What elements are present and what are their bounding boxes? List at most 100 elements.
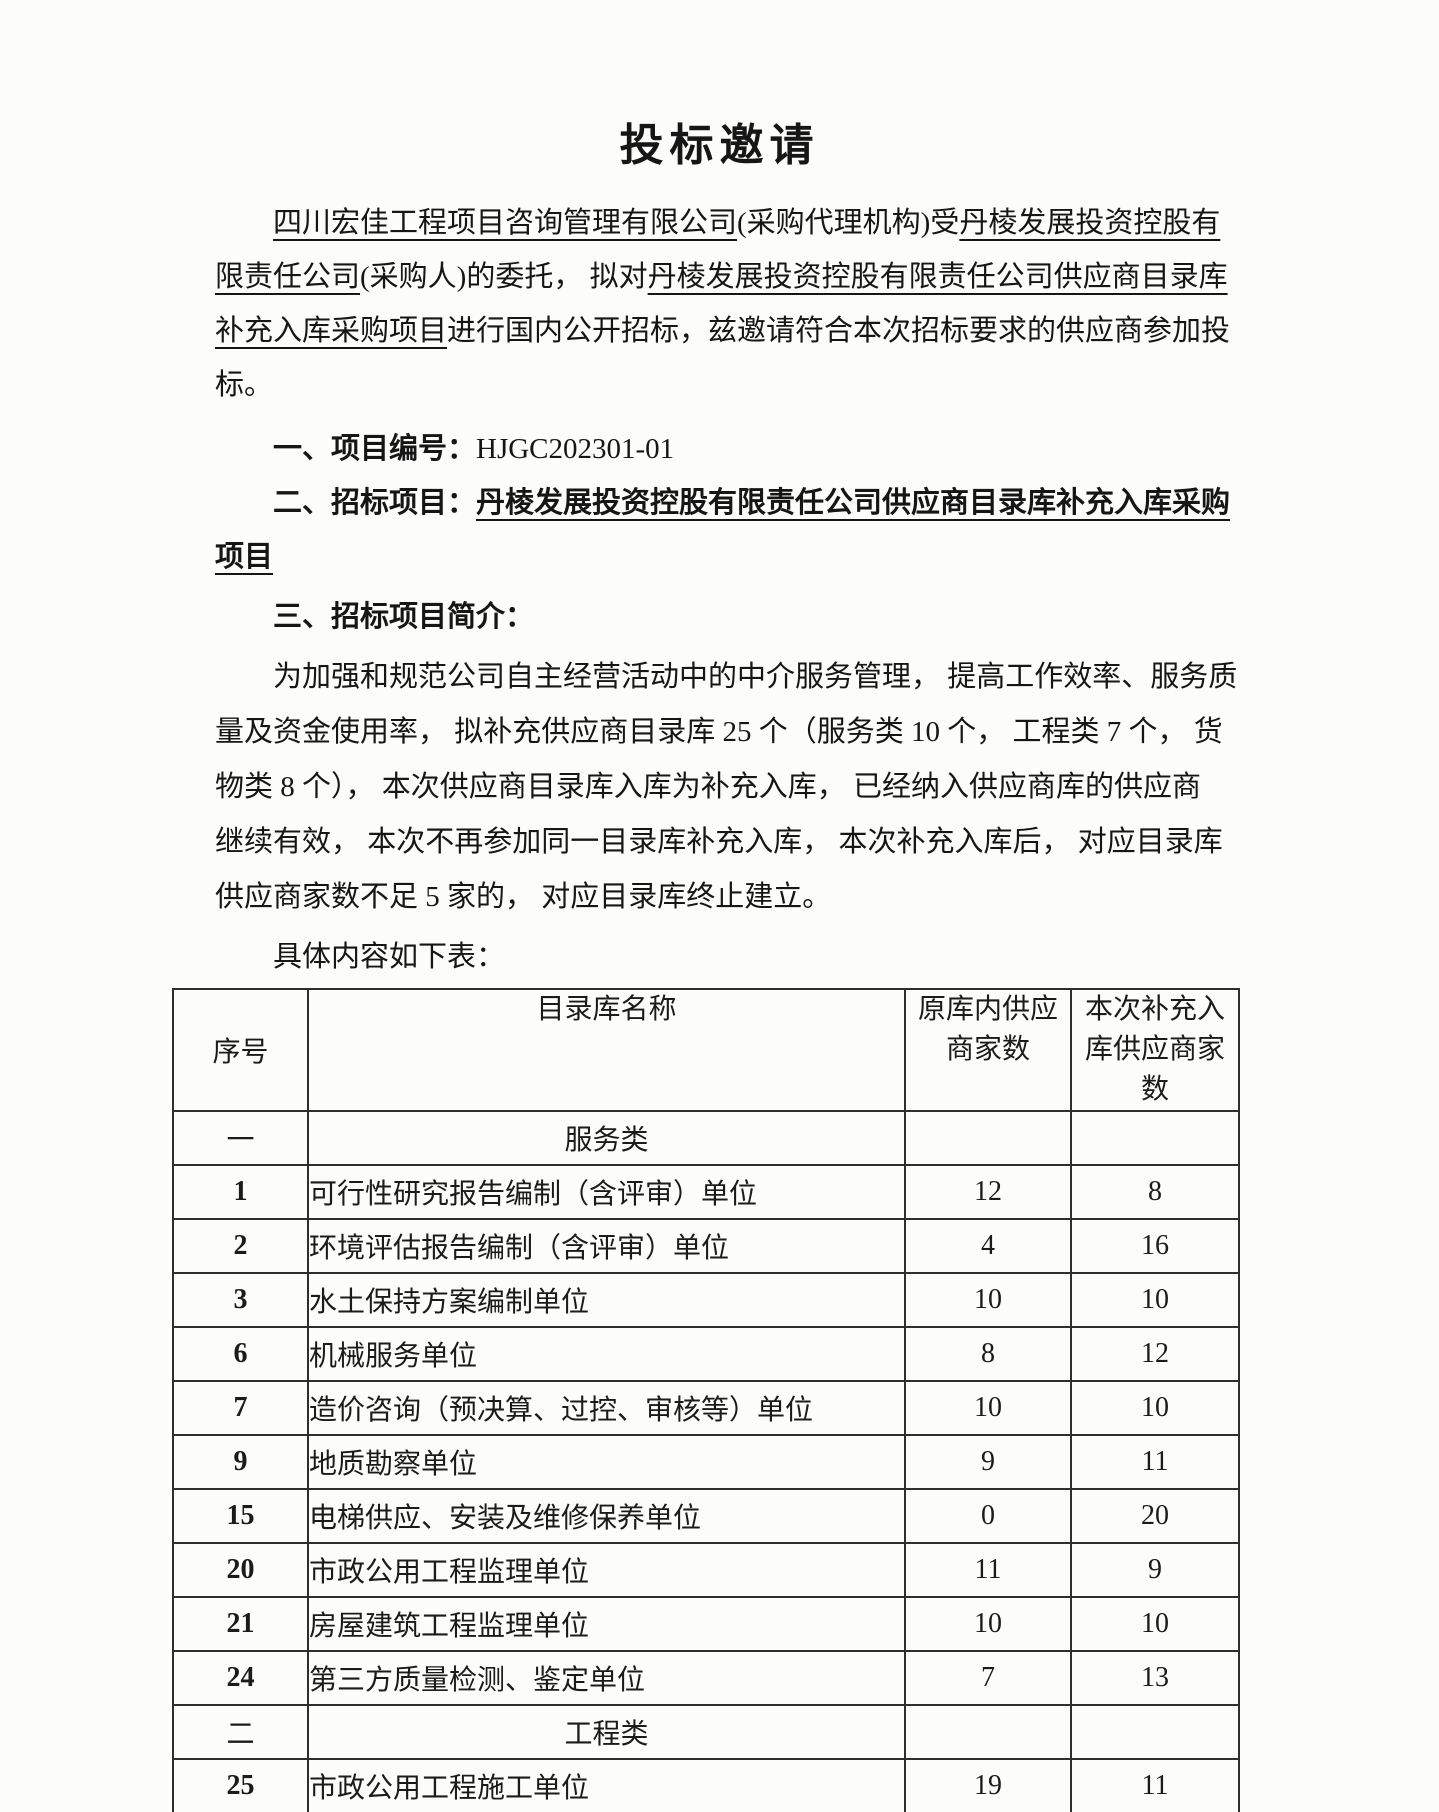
catalog-table: 序号 目录库名称 原库内供应商家数 本次补充入库供应商家数 一 服务类 1 可行…: [172, 988, 1240, 1812]
cell-original-count: [904, 1110, 1072, 1166]
plain-text: (采购代理机构)受: [737, 207, 960, 239]
plain-text: (采购人)的委托， 拟对: [360, 261, 648, 293]
category-row-services: 一 服务类: [172, 1110, 1240, 1166]
header-supplement-count: 本次补充入库供应商家数: [1070, 988, 1240, 1112]
cell-catalog-name: 市政公用工程监理单位: [307, 1542, 906, 1598]
table-row: 25 市政公用工程施工单位 19 11: [172, 1758, 1240, 1812]
cell-supplement-count: 10: [1070, 1380, 1240, 1436]
category-row-engineering: 二 工程类: [172, 1704, 1240, 1760]
table-row: 21 房屋建筑工程监理单位 10 10: [172, 1596, 1240, 1652]
table-row: 24 第三方质量检测、鉴定单位 7 13: [172, 1650, 1240, 1706]
cell-supplement-count: 13: [1070, 1650, 1240, 1706]
cell-serial: 6: [172, 1326, 309, 1382]
summary-line-5: 供应商家数不足 5 家的， 对应目录库终止建立。: [215, 881, 832, 913]
section-tender-project: 二、招标项目：丹棱发展投资控股有限责任公司供应商目录库补充入库采购 项目: [215, 476, 1439, 584]
intro-line-4: 标。: [215, 358, 1439, 412]
plain-text: 进行国内公开招标，兹邀请符合本次招标要求的供应商参加投: [447, 315, 1231, 347]
tender-project-label: 二、招标项目：: [273, 487, 477, 519]
cell-original-count: 19: [904, 1758, 1072, 1812]
project-brief-label: 三、招标项目简介：: [273, 601, 535, 633]
cell-original-count: 10: [904, 1380, 1072, 1436]
tender-project-name: 丹棱发展投资控股有限责任公司供应商目录库补充入库采购: [476, 487, 1231, 519]
cell-category-name: 工程类: [307, 1704, 906, 1760]
tender-project-line-2: 项目: [215, 530, 1439, 584]
table-row: 9 地质勘察单位 9 11: [172, 1434, 1240, 1490]
cell-original-count: 12: [904, 1164, 1072, 1220]
cell-supplement-count: 9: [1070, 1542, 1240, 1598]
cell-supplement-count: 20: [1070, 1488, 1240, 1544]
cell-serial: 9: [172, 1434, 309, 1490]
project-number-value: HJGC202301-01: [476, 433, 675, 465]
table-intro: 具体内容如下表：: [215, 930, 1439, 985]
summary-line-2: 量及资金使用率， 拟补充供应商目录库 25 个（服务类 10 个， 工程类 7 …: [215, 716, 1223, 748]
cell-serial: 7: [172, 1380, 309, 1436]
cell-original-count: 10: [904, 1272, 1072, 1328]
cell-supplement-count: 12: [1070, 1326, 1240, 1382]
cell-serial: 3: [172, 1272, 309, 1328]
summary-line-3: 物类 8 个）， 本次供应商目录库入库为补充入库， 已经纳入供应商库的供应商: [215, 771, 1202, 803]
intro-line-1: 四川宏佳工程项目咨询管理有限公司(采购代理机构)受丹棱发展投资控股有: [215, 196, 1439, 250]
cell-serial: 2: [172, 1218, 309, 1274]
cell-catalog-name: 市政公用工程施工单位: [307, 1758, 906, 1812]
cell-serial: 15: [172, 1488, 309, 1544]
underlined-agency-name: 四川宏佳工程项目咨询管理有限公司: [273, 207, 738, 239]
cell-serial: 二: [172, 1704, 309, 1760]
tender-project-name: 项目: [215, 541, 274, 573]
table-row: 15 电梯供应、安装及维修保养单位 0 20: [172, 1488, 1240, 1544]
underlined-project-name: 补充入库采购项目: [215, 315, 448, 347]
cell-original-count: 8: [904, 1326, 1072, 1382]
cell-supplement-count: 10: [1070, 1596, 1240, 1652]
cell-catalog-name: 机械服务单位: [307, 1326, 906, 1382]
table-row: 1 可行性研究报告编制（含评审）单位 12 8: [172, 1164, 1240, 1220]
cell-catalog-name: 环境评估报告编制（含评审）单位: [307, 1218, 906, 1274]
cell-catalog-name: 电梯供应、安装及维修保养单位: [307, 1488, 906, 1544]
header-serial-number: 序号: [172, 988, 309, 1112]
project-brief-heading: 三、招标项目简介：: [215, 590, 1439, 644]
cell-category-name: 服务类: [307, 1110, 906, 1166]
header-original-count: 原库内供应商家数: [904, 988, 1072, 1112]
cell-original-count: [904, 1704, 1072, 1760]
section-project-number: 一、项目编号：HJGC202301-01: [215, 422, 1439, 476]
cell-catalog-name: 造价咨询（预决算、过控、审核等）单位: [307, 1380, 906, 1436]
cell-catalog-name: 可行性研究报告编制（含评审）单位: [307, 1164, 906, 1220]
intro-line-3: 补充入库采购项目进行国内公开招标，兹邀请符合本次招标要求的供应商参加投: [215, 304, 1439, 358]
cell-original-count: 9: [904, 1434, 1072, 1490]
cell-catalog-name: 地质勘察单位: [307, 1434, 906, 1490]
table-row: 2 环境评估报告编制（含评审）单位 4 16: [172, 1218, 1240, 1274]
table-row: 6 机械服务单位 8 12: [172, 1326, 1240, 1382]
cell-original-count: 0: [904, 1488, 1072, 1544]
cell-original-count: 7: [904, 1650, 1072, 1706]
cell-supplement-count: [1070, 1704, 1240, 1760]
table-row: 20 市政公用工程监理单位 11 9: [172, 1542, 1240, 1598]
cell-serial: 1: [172, 1164, 309, 1220]
intro-line-2: 限责任公司(采购人)的委托， 拟对丹棱发展投资控股有限责任公司供应商目录库: [215, 250, 1439, 304]
cell-serial: 21: [172, 1596, 309, 1652]
page-title: 投标邀请: [619, 121, 820, 170]
summary-line-4: 继续有效， 本次不再参加同一目录库补充入库， 本次补充入库后， 对应目录库: [215, 826, 1223, 858]
header-catalog-name: 目录库名称: [307, 988, 906, 1112]
section-project-brief: 三、招标项目简介：: [215, 590, 1439, 644]
cell-catalog-name: 水土保持方案编制单位: [307, 1272, 906, 1328]
table-header-row: 序号 目录库名称 原库内供应商家数 本次补充入库供应商家数: [172, 988, 1240, 1112]
summary-paragraph: 为加强和规范公司自主经营活动中的中介服务管理， 提高工作效率、服务质 量及资金使…: [215, 650, 1439, 925]
table-row: 3 水土保持方案编制单位 10 10: [172, 1272, 1240, 1328]
cell-original-count: 4: [904, 1218, 1072, 1274]
cell-original-count: 11: [904, 1542, 1072, 1598]
cell-supplement-count: 11: [1070, 1434, 1240, 1490]
underlined-project-name: 丹棱发展投资控股有限责任公司供应商目录库: [647, 261, 1228, 293]
cell-supplement-count: 11: [1070, 1758, 1240, 1812]
cell-supplement-count: [1070, 1110, 1240, 1166]
tender-project-line-1: 二、招标项目：丹棱发展投资控股有限责任公司供应商目录库补充入库采购: [215, 476, 1439, 530]
table-intro-line: 具体内容如下表：: [273, 941, 506, 973]
plain-text: 标。: [215, 369, 274, 401]
cell-serial: 25: [172, 1758, 309, 1812]
cell-supplement-count: 16: [1070, 1218, 1240, 1274]
cell-serial: 24: [172, 1650, 309, 1706]
project-number-label: 一、项目编号：: [273, 433, 477, 465]
summary-line-1: 为加强和规范公司自主经营活动中的中介服务管理， 提高工作效率、服务质: [273, 661, 1238, 693]
cell-catalog-name: 房屋建筑工程监理单位: [307, 1596, 906, 1652]
cell-supplement-count: 10: [1070, 1272, 1240, 1328]
intro-paragraph: 四川宏佳工程项目咨询管理有限公司(采购代理机构)受丹棱发展投资控股有 限责任公司…: [215, 196, 1439, 412]
underlined-purchaser-name: 丹棱发展投资控股有: [959, 207, 1221, 239]
